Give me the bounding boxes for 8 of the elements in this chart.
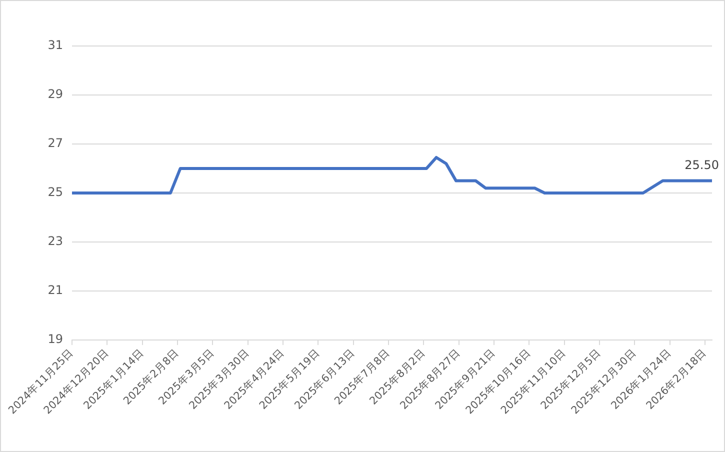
y-tick-label: 19: [48, 332, 63, 346]
y-tick-label: 27: [48, 136, 63, 150]
y-tick-label: 29: [48, 87, 63, 102]
y-tick-label: 25: [48, 185, 63, 200]
y-tick-label: 23: [48, 234, 63, 248]
data-label: 25.50: [684, 158, 720, 172]
y-tick-label: 21: [48, 283, 63, 298]
y-tick-label: 31: [48, 38, 63, 52]
